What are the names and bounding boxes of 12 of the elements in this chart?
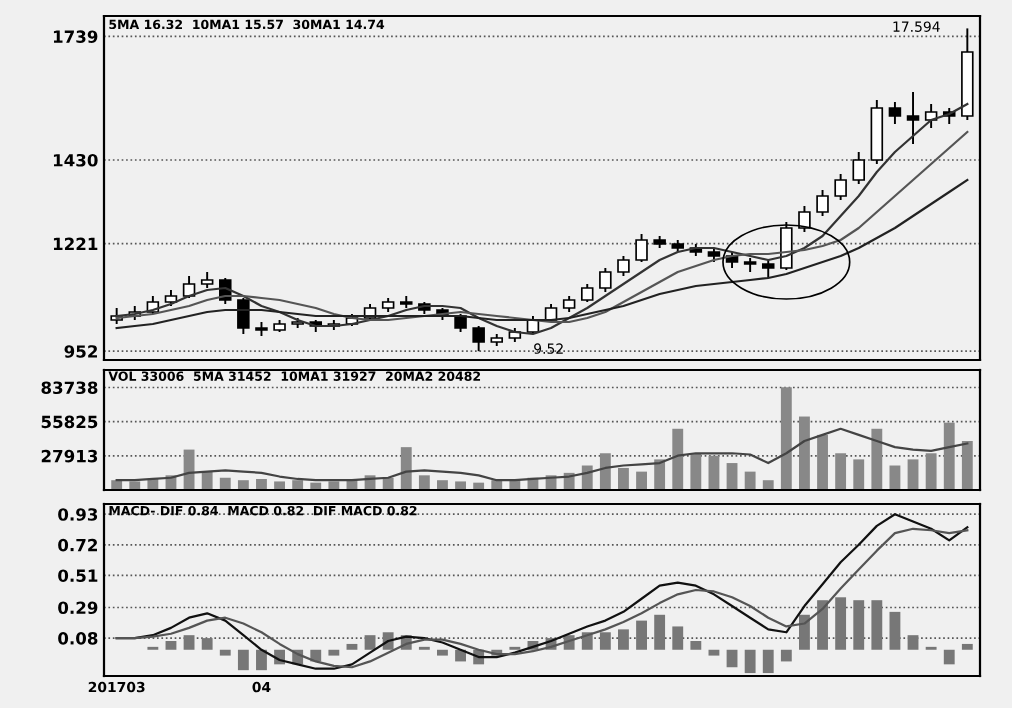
y-tick-label: 0.51 xyxy=(58,569,98,582)
y-tick-label: 0.72 xyxy=(58,538,97,552)
y-tick-label: 0.93 xyxy=(58,508,98,521)
y-tick-label: 0.08 xyxy=(58,632,98,645)
y-tick-label: 27913 xyxy=(41,449,98,463)
y-tick-label: 1430 xyxy=(53,153,98,167)
y-tick-label: 1221 xyxy=(53,237,98,250)
y-tick-label: 0.29 xyxy=(58,601,98,615)
y-tick-label: 55825 xyxy=(41,415,98,429)
y-tick-label: 83738 xyxy=(41,381,98,395)
y-tick-label: 952 xyxy=(64,345,97,358)
y-tick-label: 1739 xyxy=(53,30,98,43)
